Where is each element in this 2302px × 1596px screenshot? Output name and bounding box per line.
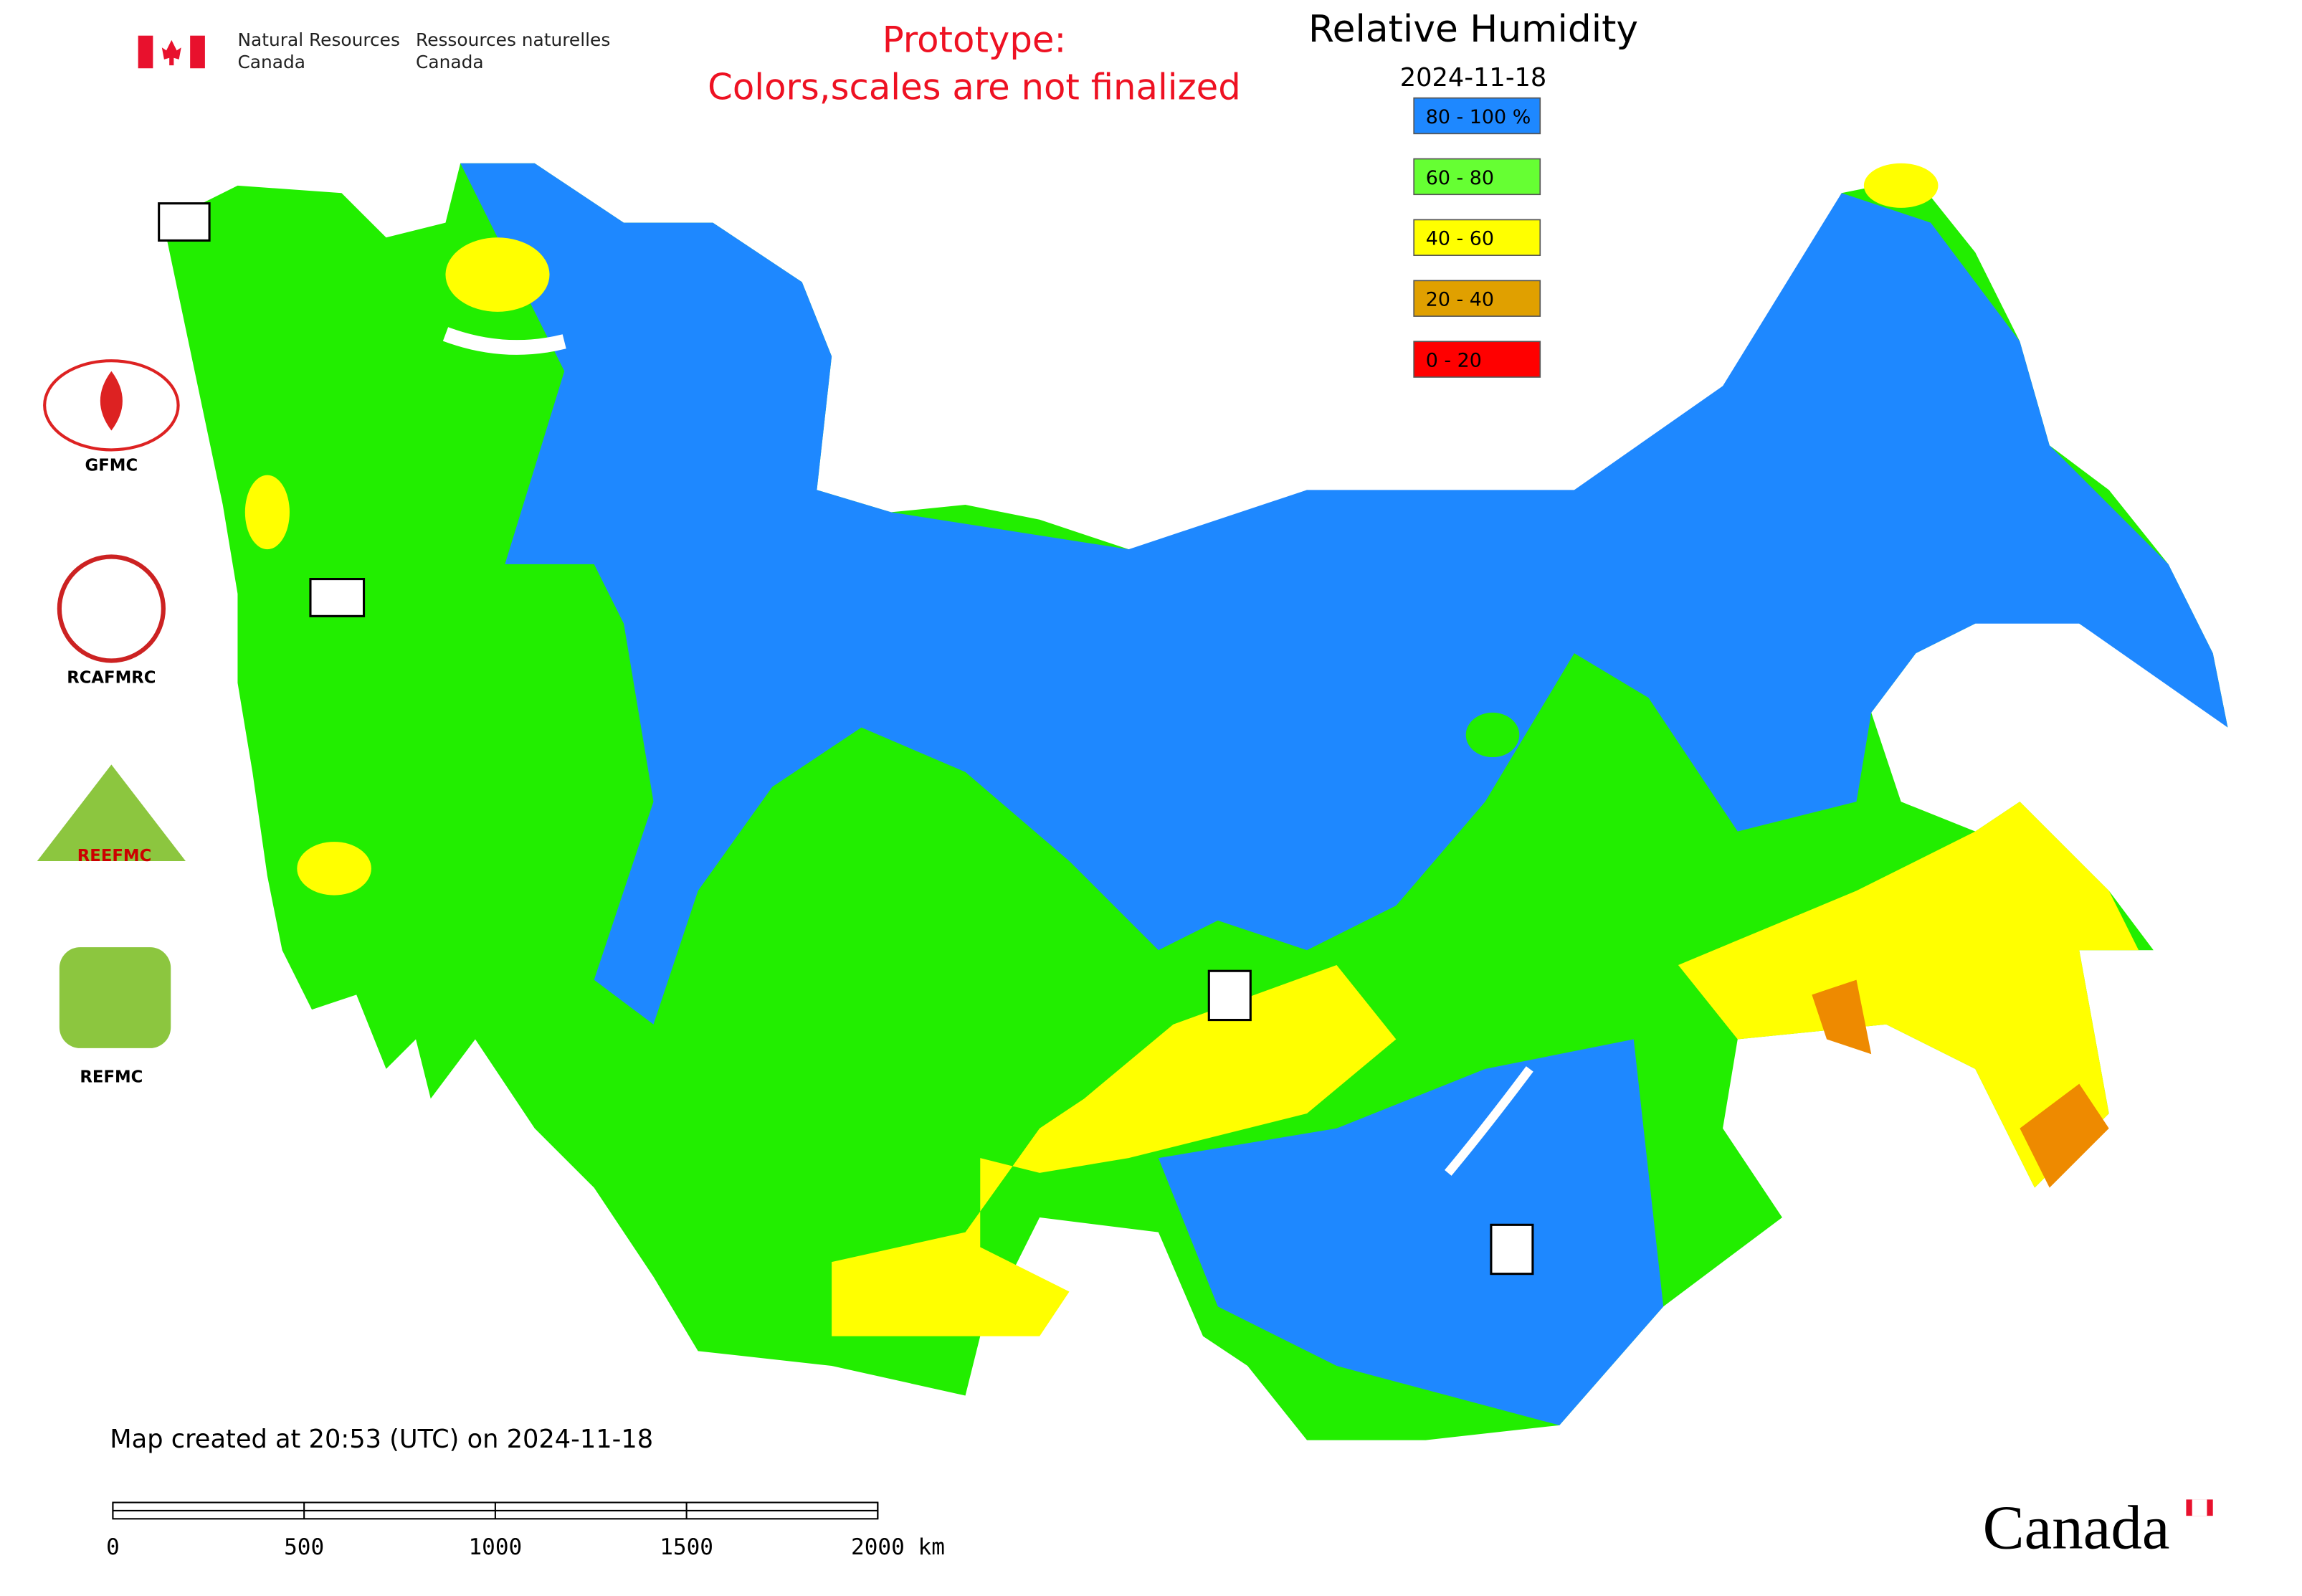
scale-label: 1500 xyxy=(660,1534,713,1560)
logo-rcafmrc xyxy=(57,554,166,663)
legend-label: 20 - 40 xyxy=(1426,289,1494,311)
notice: Colors,scales are not finalized xyxy=(708,67,1241,108)
legend-label: 0 - 20 xyxy=(1426,349,1482,371)
agency-fr: Canada xyxy=(416,52,484,72)
zone-40-60 xyxy=(244,475,290,550)
station-marker xyxy=(1207,969,1252,1022)
flag-bar xyxy=(190,35,205,69)
lake-baikal xyxy=(1445,1066,1533,1176)
station-marker xyxy=(309,578,366,617)
scale-label: 2000 km xyxy=(851,1534,945,1560)
wordmark: Canada xyxy=(1983,1493,2170,1562)
zone-20-40 xyxy=(2020,1083,2109,1188)
legend-label: 40 - 60 xyxy=(1426,228,1494,250)
logo-label: GFMC xyxy=(85,456,138,475)
legend-swatch xyxy=(1413,219,1541,256)
canada-wordmark: Canada xyxy=(1983,1493,2213,1562)
zone-40-60 xyxy=(297,842,371,896)
logos: GFMC RCAFMRC REEFMC REFMC xyxy=(37,202,1534,1276)
station-marker xyxy=(1490,1223,1534,1276)
logo-refmc xyxy=(59,947,171,1048)
legend-swatch xyxy=(1413,280,1541,317)
logo-gfmc xyxy=(43,359,180,452)
zone-20-40 xyxy=(1812,979,1872,1055)
zone-80-100 xyxy=(1158,1039,1664,1425)
scale-bar: 0 500 1000 1500 2000 km xyxy=(106,1501,945,1560)
logo-flame xyxy=(100,371,123,431)
agency-en: Natural Resources xyxy=(237,29,399,50)
logo-label: REFMC xyxy=(80,1068,143,1087)
maple-leaf xyxy=(161,39,181,66)
legend-swatch xyxy=(1413,158,1541,196)
zone-40-60 xyxy=(1863,163,1939,208)
agency-signature: Natural Resources Canada Ressources natu… xyxy=(138,29,610,72)
land-green xyxy=(1465,712,1520,758)
scale-label: 1000 xyxy=(468,1534,522,1560)
logo-label: RCAFMRC xyxy=(67,669,156,688)
map-layers xyxy=(163,163,2228,1440)
zone-40-60 xyxy=(445,237,550,312)
map-title: Relative Humidity xyxy=(1308,8,1638,51)
legend-swatch xyxy=(1413,341,1541,378)
legend-swatch xyxy=(1413,97,1541,135)
agency-fr: Ressources naturelles xyxy=(416,29,610,50)
legend-label: 60 - 80 xyxy=(1426,167,1494,189)
white-sea xyxy=(442,327,566,355)
zone-40-60 xyxy=(1678,802,2139,1188)
logo-label: REEFMC xyxy=(77,847,152,865)
logo-reefmc xyxy=(37,764,186,862)
flag-bar xyxy=(138,35,153,69)
legend: 80 - 100 % 60 - 80 40 - 60 20 - 40 0 - 20 xyxy=(1413,97,1541,378)
notice: Prototype: xyxy=(883,19,1067,60)
station-marker xyxy=(158,202,211,242)
scale-label: 0 xyxy=(106,1534,120,1560)
map-date: 2024-11-18 xyxy=(1400,63,1547,92)
footer-note: Map created at 20:53 (UTC) on 2024-11-18 xyxy=(110,1425,653,1454)
legend-label: 80 - 100 % xyxy=(1426,106,1531,128)
zone-80-100 xyxy=(460,163,2228,1025)
zone-40-60 xyxy=(832,964,1397,1336)
wordmark-flag xyxy=(2192,1499,2207,1516)
agency-en: Canada xyxy=(237,52,305,72)
scale-label: 500 xyxy=(284,1534,324,1560)
